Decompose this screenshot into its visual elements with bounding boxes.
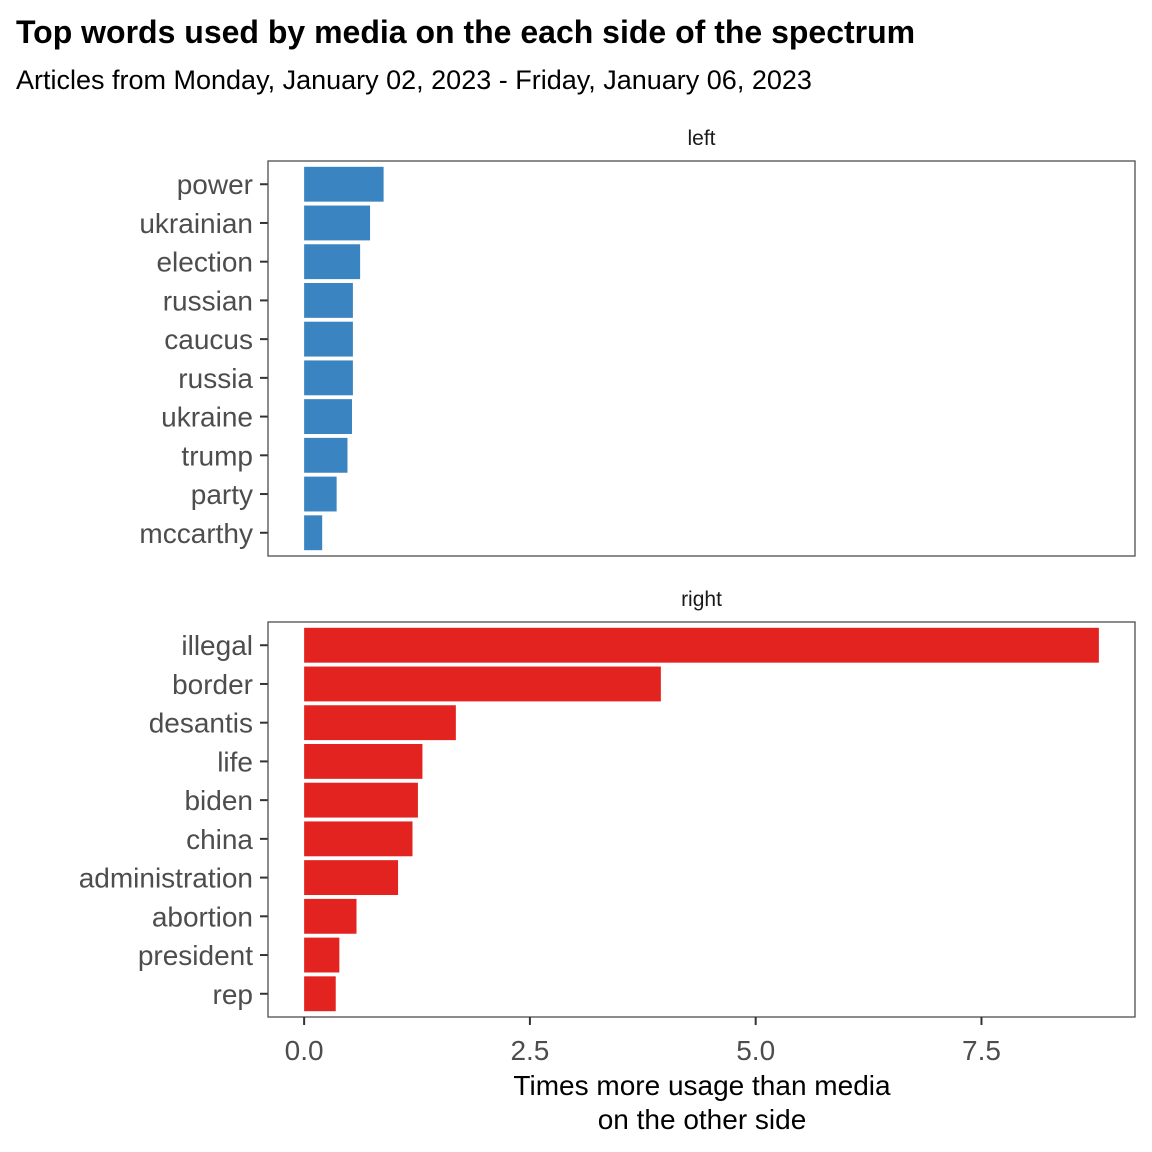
bar: [304, 476, 337, 512]
category-label: life: [217, 746, 253, 777]
bar: [304, 321, 353, 357]
panel-border: [267, 160, 1136, 557]
bar: [304, 821, 413, 857]
category-label: administration: [79, 863, 253, 894]
panel-left: left power ukrainian election russian caucus r…: [139, 127, 1136, 557]
bar: [304, 627, 1099, 663]
category-label: ukraine: [161, 402, 253, 433]
strip-label: right: [681, 588, 722, 611]
category-label: china: [186, 824, 253, 855]
category-label: power: [177, 169, 253, 200]
bar: [304, 898, 357, 934]
category-label: ukrainian: [139, 208, 253, 239]
x-axis: 0.0 2.5 5.0 7.5: [285, 1017, 1001, 1066]
bar: [304, 437, 348, 473]
category-label: biden: [184, 785, 253, 816]
x-tick-label: 2.5: [510, 1035, 549, 1066]
bar: [304, 166, 384, 202]
chart-subtitle: Articles from Monday, January 02, 2023 -…: [16, 65, 812, 95]
x-tick-label: 7.5: [962, 1035, 1001, 1066]
bar: [304, 399, 352, 435]
category-label: election: [156, 247, 253, 278]
panel-border: [267, 621, 1136, 1018]
category-label: desantis: [149, 708, 253, 739]
category-label: mccarthy: [139, 518, 253, 549]
category-label: russian: [163, 285, 253, 316]
category-label: illegal: [181, 630, 253, 661]
bar: [304, 244, 361, 280]
bar: [304, 743, 423, 779]
category-label: president: [138, 940, 253, 971]
bar: [304, 860, 399, 896]
x-tick-label: 0.0: [285, 1035, 324, 1066]
category-label: abortion: [152, 901, 253, 932]
bar: [304, 360, 353, 396]
strip-label: left: [687, 127, 715, 150]
category-label: party: [191, 479, 253, 510]
category-label: caucus: [164, 324, 253, 355]
x-axis-title-line-2: on the other side: [598, 1104, 807, 1135]
bar: [304, 705, 456, 741]
bar: [304, 515, 323, 551]
category-label: border: [172, 669, 253, 700]
x-tick-label: 5.0: [736, 1035, 775, 1066]
panel-right: right illegal border desantis life biden china…: [79, 588, 1136, 1018]
category-label: russia: [178, 363, 253, 394]
bar: [304, 666, 661, 702]
category-label: trump: [181, 440, 253, 471]
bar: [304, 782, 418, 818]
panels: left power ukrainian election russian caucus r…: [79, 127, 1136, 1018]
bar: [304, 937, 340, 973]
bar: [304, 205, 371, 241]
bar: [304, 282, 353, 318]
category-label: rep: [213, 979, 253, 1010]
bar: [304, 976, 336, 1012]
chart-title: Top words used by media on the each side…: [16, 14, 915, 50]
x-axis-title-line-1: Times more usage than media: [513, 1070, 891, 1101]
